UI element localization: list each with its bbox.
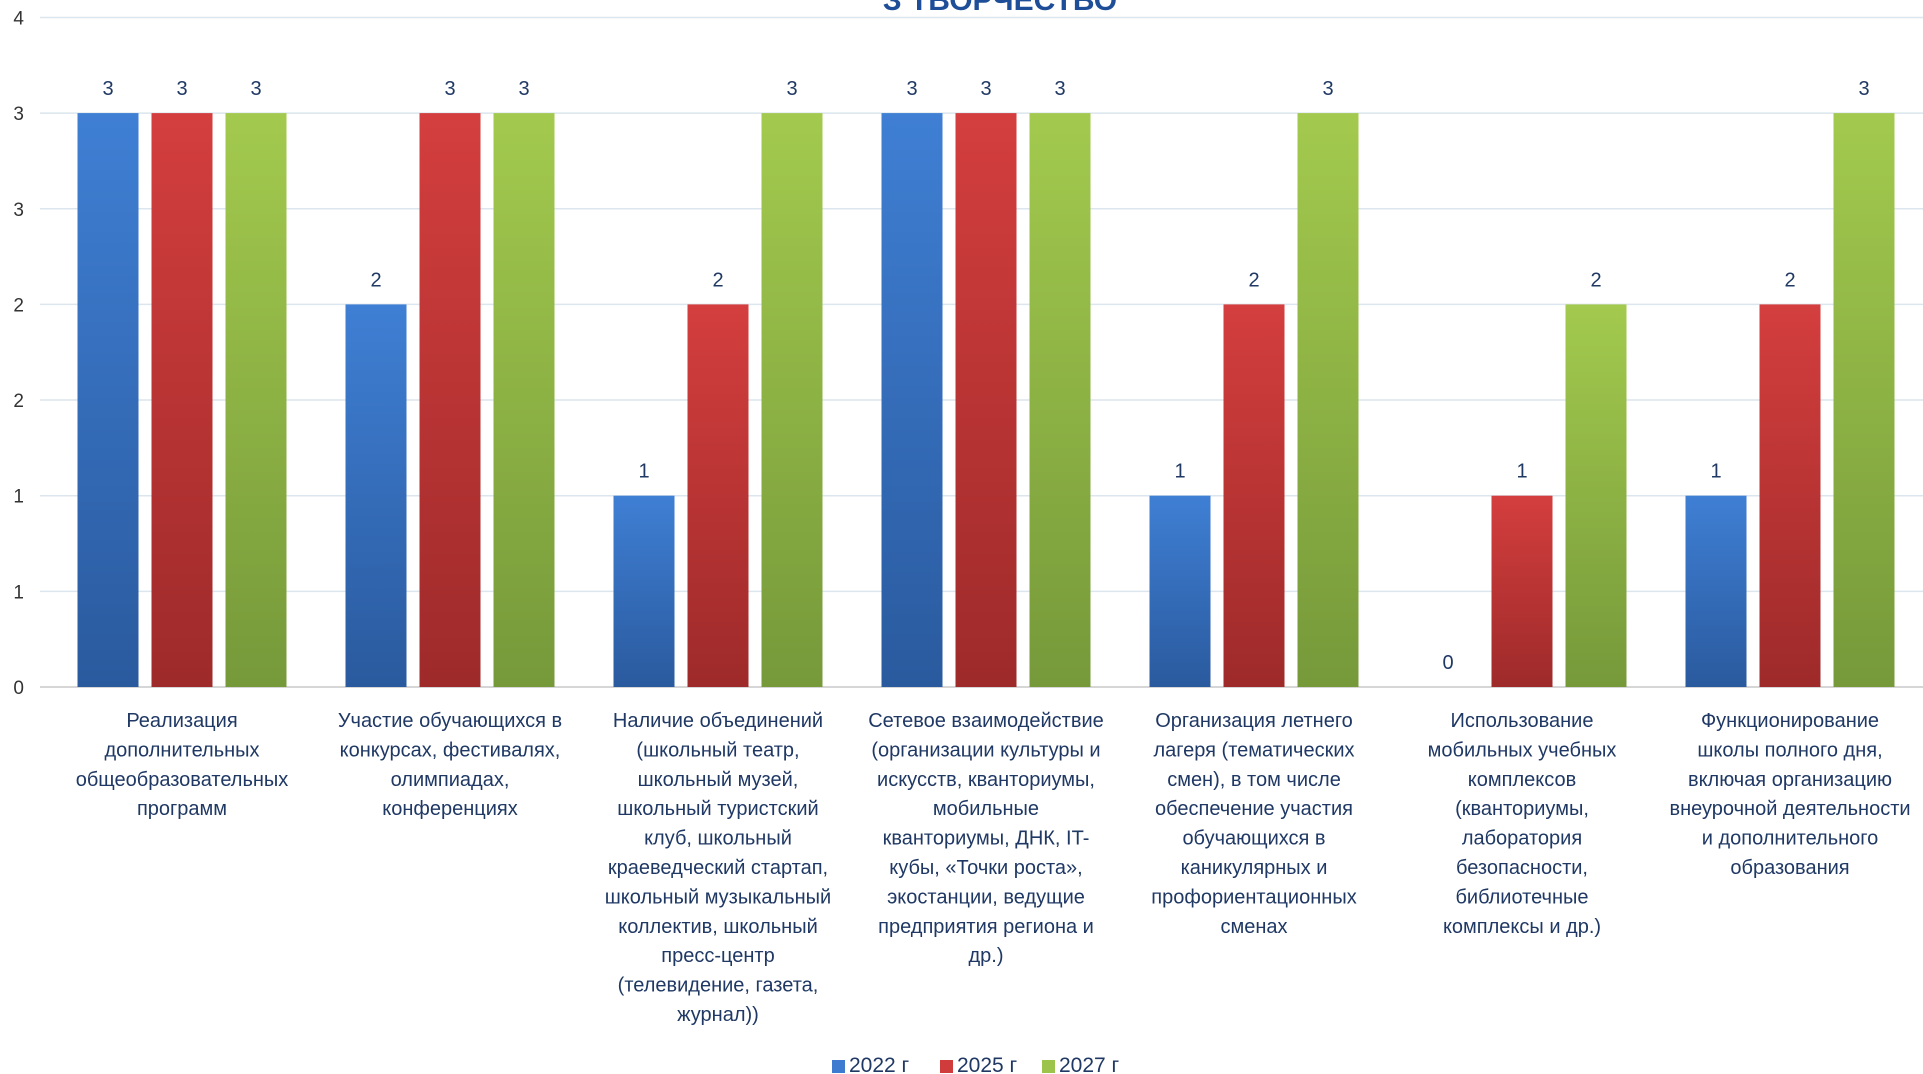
chart-title: З ТВОРЧЕСТВО bbox=[883, 0, 1117, 17]
data-label: 1 bbox=[1174, 461, 1185, 483]
data-label: 0 bbox=[1442, 652, 1453, 674]
legend-swatch bbox=[940, 1060, 953, 1073]
data-label: 2 bbox=[712, 269, 723, 291]
bar-2025г-4 bbox=[1224, 304, 1285, 687]
y-tick-label: 4 bbox=[13, 8, 24, 29]
x-axis-categories: Реализация дополнительных общеобразователь… bbox=[76, 710, 1911, 1026]
category-label: Использование мобильных учебных комплексов… bbox=[1428, 710, 1617, 938]
bar-2027г-0 bbox=[226, 113, 287, 687]
bar-2027г-4 bbox=[1298, 113, 1359, 687]
legend: 2022 г 2025 г 2027 г bbox=[832, 1054, 1120, 1074]
bar-2022г-3 bbox=[882, 113, 943, 687]
bar-2022г-1 bbox=[346, 304, 407, 687]
y-tick-label: 2 bbox=[13, 391, 24, 412]
bar-2025г-0 bbox=[152, 113, 213, 687]
bar-2027г-6 bbox=[1834, 113, 1895, 687]
category-label: Участие обучающихся в конкурсах, фестивал… bbox=[338, 710, 562, 820]
data-label: 3 bbox=[1054, 78, 1065, 100]
data-label: 1 bbox=[638, 461, 649, 483]
data-label: 3 bbox=[102, 78, 113, 100]
bar-2027г-3 bbox=[1030, 113, 1091, 687]
data-label: 3 bbox=[786, 78, 797, 100]
category-label: Функционирование школы полного дня, включа… bbox=[1669, 710, 1910, 879]
bar-2027г-2 bbox=[762, 113, 823, 687]
legend-item: 2027 г bbox=[1042, 1054, 1120, 1074]
data-label: 3 bbox=[444, 78, 455, 100]
data-label: 3 bbox=[1322, 78, 1333, 100]
legend-label: 2027 г bbox=[1059, 1054, 1120, 1074]
y-tick-label: 2 bbox=[13, 295, 24, 316]
data-label: 3 bbox=[518, 78, 529, 100]
data-label: 3 bbox=[980, 78, 991, 100]
legend-swatch bbox=[832, 1060, 845, 1073]
category-label: Наличие объединений (школьный театр, школь… bbox=[605, 710, 831, 1026]
legend-swatch bbox=[1042, 1060, 1055, 1073]
data-label: 1 bbox=[1516, 461, 1527, 483]
category-label: Реализация дополнительных общеобразователь… bbox=[76, 710, 289, 820]
data-label: 2 bbox=[1590, 269, 1601, 291]
legend-label: 2022 г bbox=[849, 1054, 910, 1074]
y-tick-label: 1 bbox=[13, 582, 24, 603]
bar-2025г-3 bbox=[956, 113, 1017, 687]
legend-item: 2022 г bbox=[832, 1054, 910, 1074]
data-label: 2 bbox=[370, 269, 381, 291]
y-tick-label: 3 bbox=[13, 200, 24, 221]
bar-2025г-5 bbox=[1492, 496, 1553, 687]
y-tick-label: 0 bbox=[13, 678, 24, 699]
bars bbox=[78, 113, 1895, 687]
bar-2022г-4 bbox=[1150, 496, 1211, 687]
bar-2022г-0 bbox=[78, 113, 139, 687]
y-tick-label: 1 bbox=[13, 487, 24, 508]
data-label: 3 bbox=[1858, 78, 1869, 100]
legend-label: 2025 г bbox=[957, 1054, 1018, 1074]
bar-2027г-1 bbox=[494, 113, 555, 687]
bar-2025г-6 bbox=[1760, 304, 1821, 687]
bar-2025г-2 bbox=[688, 304, 749, 687]
bar-2022г-2 bbox=[614, 496, 675, 687]
y-tick-label: 3 bbox=[13, 104, 24, 125]
data-label: 3 bbox=[176, 78, 187, 100]
legend-item: 2025 г bbox=[940, 1054, 1018, 1074]
y-axis: 0 1 1 2 2 3 3 4 bbox=[13, 8, 24, 699]
data-label: 2 bbox=[1784, 269, 1795, 291]
bar-2022г-6 bbox=[1686, 496, 1747, 687]
data-label: 1 bbox=[1710, 461, 1721, 483]
bar-2027г-5 bbox=[1566, 304, 1627, 687]
data-label: 2 bbox=[1248, 269, 1259, 291]
bar-2025г-1 bbox=[420, 113, 481, 687]
category-label: Сетевое взаимодействие (организации культ… bbox=[868, 710, 1104, 967]
data-label: 3 bbox=[250, 78, 261, 100]
category-label: Организация летнего лагеря (тематических с… bbox=[1151, 710, 1356, 938]
data-label: 3 bbox=[906, 78, 917, 100]
